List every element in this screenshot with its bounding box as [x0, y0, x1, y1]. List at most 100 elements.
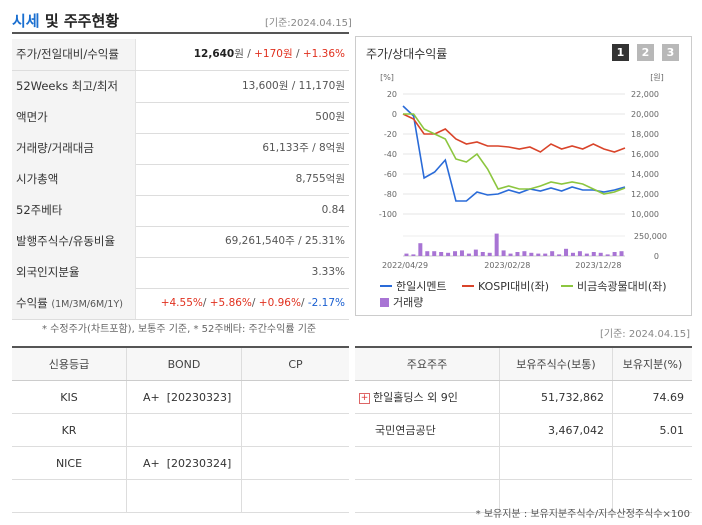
volume-bar [411, 254, 416, 256]
volume-bar [612, 252, 617, 256]
page-title: 시세 및 주주현황 [12, 12, 120, 30]
divider [12, 32, 349, 34]
left-tick-label: -80 [384, 190, 397, 199]
summary-row-price: 주가/전일대비/수익률 12,640원 / +170원 / +1.36% [12, 39, 349, 71]
table-header-row: 주요주주 보유주식수(보통) 보유지분(%) [355, 346, 692, 381]
legend-item-volume: 거래량 [380, 294, 423, 310]
legend-swatch-stock [380, 285, 392, 287]
chart-tab-3[interactable]: 3 [662, 44, 679, 61]
left-axis-unit: [%] [380, 73, 394, 82]
chart-title: 주가/상대수익률 [366, 47, 448, 61]
summary-row-market-cap: 시가총액 8,755억원 [12, 164, 349, 196]
volume-bar [557, 254, 562, 256]
legend-swatch-volume [380, 297, 389, 307]
volume-bar [480, 252, 485, 256]
series-line [402, 113, 626, 153]
table-row: KR [12, 413, 349, 447]
volume-bar [466, 253, 471, 256]
shareholder-name[interactable]: 한일홀딩스 외 9인 [373, 391, 458, 404]
right-axis-unit: [원] [650, 73, 664, 82]
summary-row-foreign: 외국인지분율 3.33% [12, 257, 349, 289]
left-tick-label: 20 [387, 90, 397, 99]
legend-swatch-kospi [462, 285, 474, 287]
volume-bar [459, 250, 464, 256]
volume-bar [453, 251, 458, 256]
volume-bar [446, 252, 451, 256]
volume-bar [494, 233, 499, 256]
left-tick-label: -60 [384, 170, 397, 179]
volume-bar [598, 252, 603, 256]
right-tick-label: 18,000 [631, 130, 659, 139]
shareholder-name: 국민연금공단 [355, 413, 500, 447]
shareholder-reference-date: [기준: 2024.04.15] [599, 329, 690, 340]
legend-swatch-sector [561, 285, 573, 287]
summary-row-52weeks: 52Weeks 최고/최저 13,600원 / 11,170원 [12, 71, 349, 103]
table-row: + 한일홀딩스 외 9인 51,732,862 74.69 [355, 380, 692, 414]
left-tick-label: -20 [384, 130, 397, 139]
shareholder-note: * 보유지분 : 보유지분주식수/지수산정주식수×100 [475, 509, 690, 520]
volume-bar [432, 251, 437, 256]
series-line [403, 113, 626, 195]
x-tick-label: 2023/12/28 [575, 261, 621, 270]
volume-tick-label: 0 [654, 252, 659, 261]
right-tick-label: 16,000 [631, 150, 659, 159]
right-tick-label: 20,000 [631, 110, 659, 119]
table-row: NICE A+ [20230324] [12, 446, 349, 480]
volume-bar [577, 251, 582, 256]
legend-item-kospi: KOSPI대비(좌) [462, 278, 549, 294]
table-header-row: 신용등급 BOND CP [12, 346, 349, 381]
plus-icon[interactable]: + [359, 392, 370, 404]
table-row: KIS A+ [20230323] [12, 380, 349, 414]
price-chart: [%] [원] 20 0 -20 -40 -60 -80 -100 22,000 20,000 18,… [379, 73, 667, 270]
volume-bar [439, 252, 444, 256]
volume-bar [501, 250, 506, 256]
volume-bar [515, 252, 520, 256]
shareholder-table: 주요주주 보유주식수(보통) 보유지분(%) + 한일홀딩스 외 9인 51,73… [355, 346, 692, 513]
volume-bar [418, 243, 423, 256]
legend-item-sector: 비금속광물대비(좌) [561, 278, 667, 294]
volume-bar [584, 253, 589, 256]
credit-rating-table: 신용등급 BOND CP KIS A+ [20230323] KR NICE A… [12, 346, 349, 513]
summary-row-par-value: 액면가 500원 [12, 102, 349, 134]
volume-bar [605, 254, 610, 256]
chart-panel [355, 36, 692, 316]
series-line [402, 105, 626, 202]
volume-bar [591, 252, 596, 256]
summary-row-volume: 거래량/거래대금 61,133주 / 8억원 [12, 133, 349, 165]
volume-bar [619, 251, 624, 256]
right-tick-label: 14,000 [631, 170, 659, 179]
right-tick-label: 22,000 [631, 90, 659, 99]
volume-bar [425, 251, 430, 256]
table-row [355, 446, 692, 480]
left-tick-label: -40 [384, 150, 397, 159]
table-row: 국민연금공단 3,467,042 5.01 [355, 413, 692, 447]
right-tick-label: 12,000 [631, 190, 659, 199]
legend-item-stock: 한일시멘트 [380, 278, 447, 294]
table-row [12, 479, 349, 513]
volume-bar [529, 252, 534, 256]
summary-row-beta: 52주베타 0.84 [12, 195, 349, 227]
summary-row-returns: 수익률 (1M/3M/6M/1Y) +4.55%/ +5.86%/ +0.96%… [12, 288, 349, 320]
left-tick-label: 0 [392, 110, 397, 119]
volume-bar [543, 253, 548, 256]
volume-bar [550, 251, 555, 256]
reference-date: [기준:2024.04.15] [265, 18, 352, 29]
table-row [355, 479, 692, 513]
x-tick-label: 2023/02/28 [484, 261, 530, 270]
left-tick-label: -100 [379, 210, 397, 219]
volume-bar [570, 252, 575, 256]
summary-note: * 수정주가(차트포함), 보통주 기준, * 52주베타: 주간수익률 기준 [42, 324, 317, 335]
volume-bar [522, 251, 527, 256]
volume-bar [508, 253, 513, 256]
volume-bar [404, 253, 409, 256]
x-tick-label: 2022/04/29 [382, 261, 428, 270]
volume-bar [473, 249, 478, 256]
volume-bar [564, 248, 569, 256]
volume-bar [487, 252, 492, 256]
chart-tab-2[interactable]: 2 [637, 44, 654, 61]
volume-tick-label: 250,000 [634, 232, 667, 241]
chart-tab-1[interactable]: 1 [612, 44, 629, 61]
summary-row-shares: 발행주식수/유동비율 69,261,540주 / 25.31% [12, 226, 349, 258]
right-tick-label: 10,000 [631, 210, 659, 219]
volume-bar [536, 253, 541, 256]
